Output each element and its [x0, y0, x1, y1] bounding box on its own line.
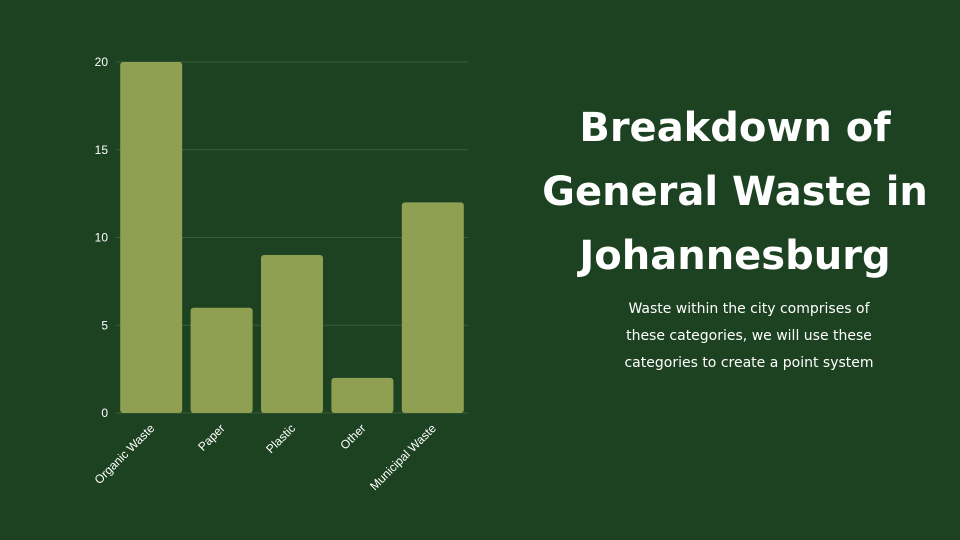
bar [120, 62, 183, 413]
x-tick-label: Other [337, 421, 368, 452]
x-tick-label: Organic Waste [92, 421, 158, 487]
x-tick-label: Paper [195, 421, 228, 454]
slide-title: Breakdown of General Waste in Johannesbu… [542, 105, 928, 279]
y-tick-label: 10 [95, 231, 109, 245]
bar [190, 307, 253, 413]
y-tick-label: 15 [95, 143, 109, 157]
x-tick-label: Plastic [263, 421, 298, 456]
y-tick-label: 5 [101, 318, 108, 332]
x-tick-label: Municipal Waste [367, 421, 439, 493]
bar [401, 202, 464, 413]
y-tick-label: 0 [101, 406, 108, 420]
bar [331, 377, 394, 413]
bar [261, 255, 323, 413]
y-tick-label: 20 [95, 55, 109, 69]
slide-description: Waste within the city comprises of these… [624, 301, 874, 371]
